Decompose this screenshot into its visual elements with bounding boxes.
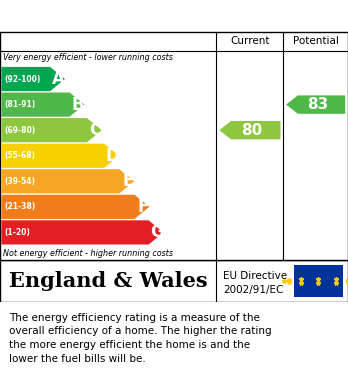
Text: A: A bbox=[52, 70, 65, 88]
Text: Energy Efficiency Rating: Energy Efficiency Rating bbox=[9, 9, 219, 24]
Text: (55-68): (55-68) bbox=[4, 151, 35, 160]
Text: The energy efficiency rating is a measure of the
overall efficiency of a home. T: The energy efficiency rating is a measur… bbox=[9, 313, 271, 364]
Text: D: D bbox=[106, 147, 120, 165]
Text: (69-80): (69-80) bbox=[4, 126, 35, 135]
Text: G: G bbox=[150, 223, 164, 241]
Polygon shape bbox=[1, 67, 65, 91]
Polygon shape bbox=[1, 195, 149, 219]
Text: E: E bbox=[122, 172, 134, 190]
Text: Current: Current bbox=[230, 36, 270, 47]
Text: EU Directive: EU Directive bbox=[223, 271, 287, 281]
Text: F: F bbox=[137, 198, 149, 216]
Text: Not energy efficient - higher running costs: Not energy efficient - higher running co… bbox=[3, 249, 174, 258]
Polygon shape bbox=[1, 143, 119, 168]
Text: (39-54): (39-54) bbox=[4, 177, 35, 186]
Text: B: B bbox=[72, 96, 85, 114]
Text: Potential: Potential bbox=[293, 36, 339, 47]
Text: England & Wales: England & Wales bbox=[9, 271, 207, 291]
Polygon shape bbox=[1, 118, 102, 142]
Polygon shape bbox=[1, 93, 85, 117]
Text: 83: 83 bbox=[307, 97, 328, 112]
Polygon shape bbox=[219, 121, 280, 139]
Text: (21-38): (21-38) bbox=[4, 203, 35, 212]
Text: 2002/91/EC: 2002/91/EC bbox=[223, 285, 284, 294]
Polygon shape bbox=[1, 169, 134, 194]
Text: (81-91): (81-91) bbox=[4, 100, 35, 109]
Text: 80: 80 bbox=[241, 123, 262, 138]
Text: (1-20): (1-20) bbox=[4, 228, 30, 237]
Text: Very energy efficient - lower running costs: Very energy efficient - lower running co… bbox=[3, 53, 173, 62]
Text: C: C bbox=[89, 121, 102, 139]
Bar bbox=[294, 265, 343, 297]
Polygon shape bbox=[286, 95, 345, 114]
Polygon shape bbox=[1, 220, 164, 244]
Text: (92-100): (92-100) bbox=[4, 75, 41, 84]
